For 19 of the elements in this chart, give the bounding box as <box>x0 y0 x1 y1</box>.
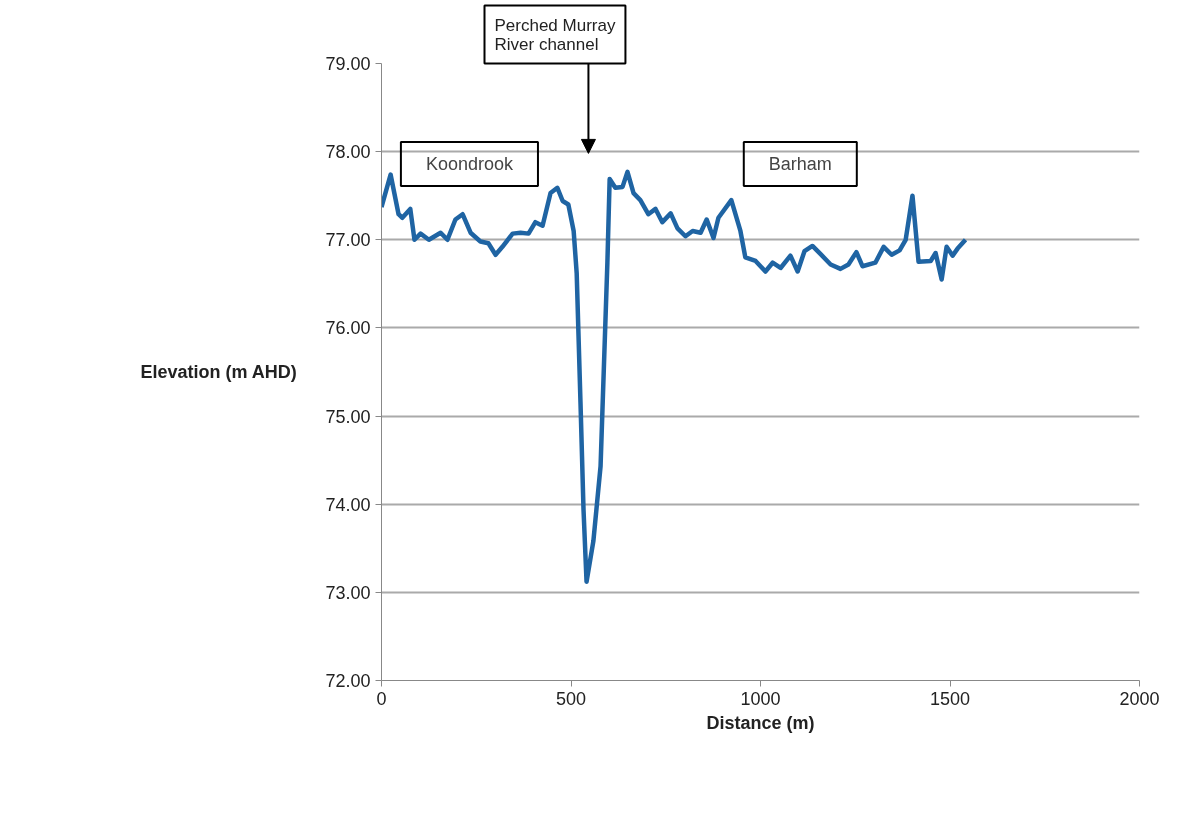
x-tick-label: 2000 <box>1119 688 1160 709</box>
y-tick-label: 72.00 <box>325 671 371 691</box>
annotation: Koondrook <box>425 153 514 174</box>
annotation: Barham <box>768 153 832 174</box>
y-tick-label: 75.00 <box>325 406 371 427</box>
y-tick-label: 78.00 <box>325 142 371 163</box>
y-tick-label: 77.00 <box>325 230 371 251</box>
x-tick-label: 1000 <box>740 688 781 709</box>
x-tick-label: 0 <box>376 688 387 709</box>
y-tick-label: 76.00 <box>325 318 371 339</box>
x-tick-label: 1500 <box>929 688 971 709</box>
x-axis-title: Distance (m) <box>706 712 815 733</box>
x-tick-label: 500 <box>555 688 587 709</box>
y-tick-label: 73.00 <box>325 582 371 603</box>
y-axis-title: Elevation (m AHD) <box>140 362 297 382</box>
y-tick-label: 74.00 <box>325 494 371 515</box>
y-tick-label: 79.00 <box>325 54 371 74</box>
text: Perched Murray River channel <box>494 15 616 54</box>
line-series <box>381 169 968 585</box>
